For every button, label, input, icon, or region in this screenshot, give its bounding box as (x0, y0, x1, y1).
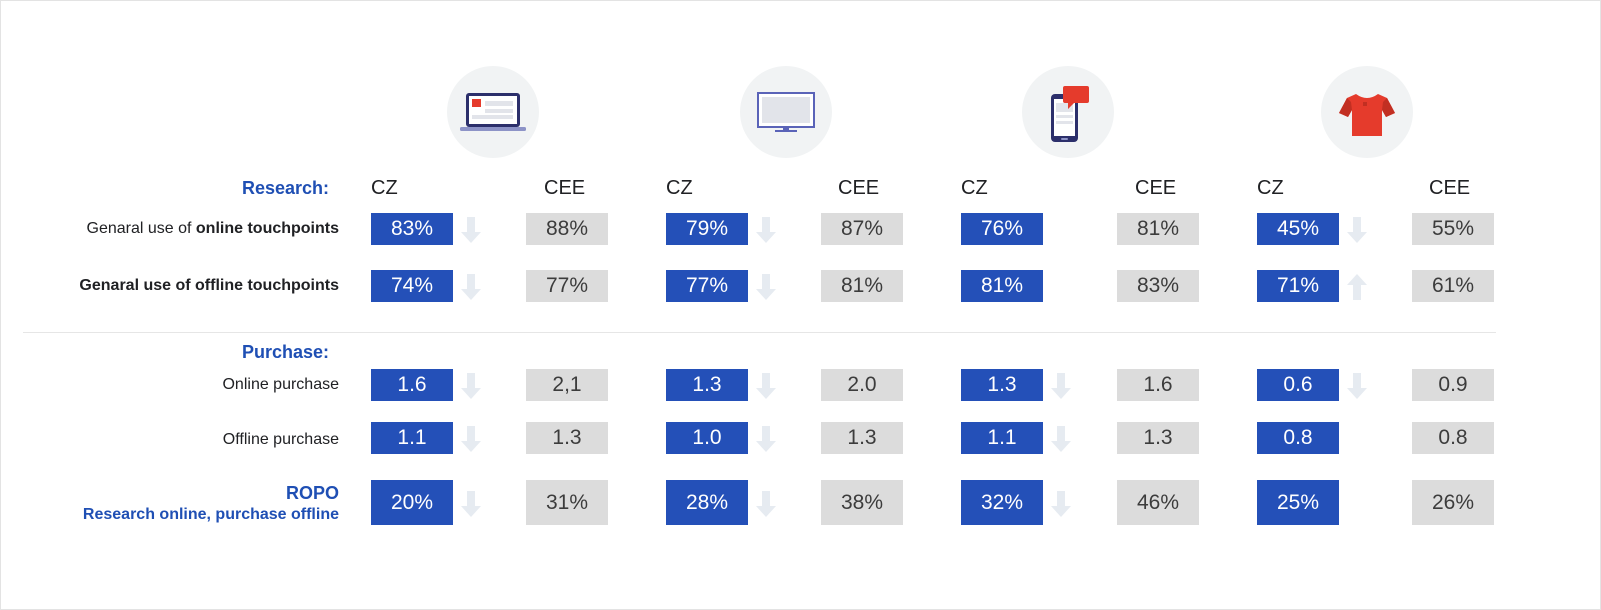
cee-value-box: 2.0 (821, 369, 903, 401)
column-header-cz: CZ (371, 177, 398, 199)
row-label-ropo: ROPO Research online, purchase offline (83, 482, 339, 526)
cee-value-box: 1.3 (1117, 422, 1199, 454)
cz-value-box: 45% (1257, 213, 1339, 245)
cee-value-box: 1.3 (821, 422, 903, 454)
cee-value-box: 77% (526, 270, 608, 302)
cee-value-box: 0.8 (1412, 422, 1494, 454)
cz-value-box: 1.6 (371, 369, 453, 401)
cee-value-box: 0.9 (1412, 369, 1494, 401)
cee-value-box: 88% (526, 213, 608, 245)
column-header-cee: CEE (838, 177, 880, 199)
trend-down-arrow-icon (1051, 426, 1071, 452)
trend-down-arrow-icon (1051, 490, 1071, 517)
cee-value-box: 61% (1412, 270, 1494, 302)
trend-up-arrow-icon (1347, 274, 1367, 300)
cz-value-box: 1.3 (666, 369, 748, 401)
tshirt-icon (1321, 66, 1413, 158)
cee-value-box: 1.3 (526, 422, 608, 454)
cee-value-box: 46% (1117, 480, 1199, 525)
cee-value-box: 2,1 (526, 369, 608, 401)
cee-value-box: 83% (1117, 270, 1199, 302)
monitor-icon (740, 66, 832, 158)
trend-down-arrow-icon (461, 373, 481, 399)
trend-down-arrow-icon (756, 490, 776, 517)
cz-value-box: 79% (666, 213, 748, 245)
cz-value-box: 1.1 (371, 422, 453, 454)
column-header-cz: CZ (666, 177, 693, 199)
cee-value-box: 87% (821, 213, 903, 245)
trend-down-arrow-icon (461, 490, 481, 517)
row-label-online-purchase: Online purchase (222, 376, 339, 393)
cee-value-box: 1.6 (1117, 369, 1199, 401)
trend-down-arrow-icon (1051, 373, 1071, 399)
trend-down-arrow-icon (756, 217, 776, 243)
trend-down-arrow-icon (756, 426, 776, 452)
cee-value-box: 81% (1117, 213, 1199, 245)
cz-value-box: 71% (1257, 270, 1339, 302)
trend-down-arrow-icon (461, 274, 481, 300)
trend-down-arrow-icon (756, 373, 776, 399)
trend-down-arrow-icon (461, 217, 481, 243)
section-divider (23, 332, 1496, 333)
trend-down-arrow-icon (1347, 217, 1367, 243)
column-header-cee: CEE (544, 177, 586, 199)
cee-value-box: 38% (821, 480, 903, 525)
cz-value-box: 28% (666, 480, 748, 525)
ropo-subtitle: Research online, purchase offline (82, 506, 339, 523)
purchase-section-title: Purchase: (241, 342, 329, 362)
trend-down-arrow-icon (461, 426, 481, 452)
cz-value-box: 77% (666, 270, 748, 302)
cz-value-box: 32% (961, 480, 1043, 525)
column-header-cz: CZ (1257, 177, 1284, 199)
row-label-offline-touchpoints: Genaral use of offline touchpoints (79, 277, 339, 294)
column-header-cee: CEE (1135, 177, 1177, 199)
cz-value-box: 1.1 (961, 422, 1043, 454)
cz-value-box: 83% (371, 213, 453, 245)
trend-down-arrow-icon (1347, 373, 1367, 399)
ropo-title: ROPO (285, 483, 339, 503)
row-label-offline-purchase: Offline purchase (222, 431, 339, 448)
research-section-title: Research: (241, 178, 329, 198)
cz-value-box: 20% (371, 480, 453, 525)
cz-value-box: 1.0 (666, 422, 748, 454)
trend-down-arrow-icon (756, 274, 776, 300)
column-header-cz: CZ (961, 177, 988, 199)
cz-value-box: 74% (371, 270, 453, 302)
cz-value-box: 25% (1257, 480, 1339, 525)
cee-value-box: 26% (1412, 480, 1494, 525)
laptop-icon (447, 66, 539, 158)
smartphone-icon (1022, 66, 1114, 158)
cz-value-box: 81% (961, 270, 1043, 302)
cz-value-box: 1.3 (961, 369, 1043, 401)
row-label-online-touchpoints: Genaral use of online touchpoints (86, 220, 340, 237)
cee-value-box: 31% (526, 480, 608, 525)
cz-value-box: 76% (961, 213, 1043, 245)
cee-value-box: 81% (821, 270, 903, 302)
cz-value-box: 0.6 (1257, 369, 1339, 401)
cz-value-box: 0.8 (1257, 422, 1339, 454)
column-header-cee: CEE (1429, 177, 1471, 199)
cee-value-box: 55% (1412, 213, 1494, 245)
